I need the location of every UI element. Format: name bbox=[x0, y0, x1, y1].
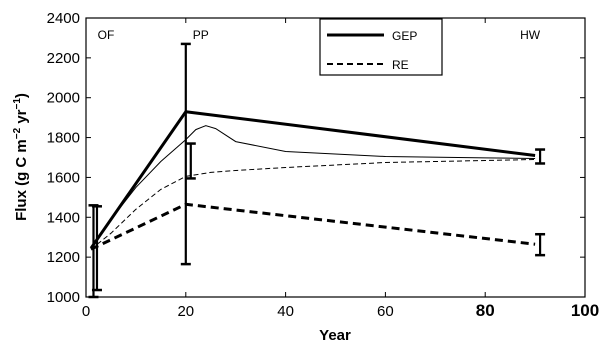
y-tick-label: 1400 bbox=[47, 209, 80, 226]
modeled-re-line bbox=[90, 159, 536, 250]
modeled-gep-line bbox=[90, 125, 536, 249]
y-tick-label: 1200 bbox=[47, 249, 80, 266]
series-line-re bbox=[90, 202, 536, 251]
modeled-lines bbox=[90, 125, 536, 250]
x-axis: 0 20 40 60 80 100 bbox=[82, 18, 599, 320]
y-tick-label: 2200 bbox=[47, 50, 80, 67]
y-tick-label: 2000 bbox=[47, 90, 80, 107]
legend: GEP RE bbox=[319, 18, 443, 76]
plot-area-border bbox=[85, 17, 586, 298]
site-label-of: OF bbox=[98, 28, 115, 42]
series-lines bbox=[89, 110, 536, 251]
legend-label-gep: GEP bbox=[392, 29, 417, 43]
x-axis-title: Year bbox=[319, 327, 351, 343]
site-label-pp: PP bbox=[193, 28, 209, 42]
site-annotations: OF PP HW bbox=[98, 28, 541, 42]
y-tick-label: 1600 bbox=[47, 169, 80, 186]
error-bar bbox=[535, 148, 546, 165]
legend-box bbox=[319, 18, 443, 76]
site-label-hw: HW bbox=[520, 28, 541, 42]
legend-label-re: RE bbox=[392, 58, 409, 72]
x-tick-label: 20 bbox=[177, 303, 194, 320]
y-tick-label: 2400 bbox=[47, 10, 80, 27]
series-line-gep bbox=[89, 110, 536, 250]
y-tick-label: 1800 bbox=[47, 130, 80, 147]
x-tick-label: 80 bbox=[476, 301, 495, 320]
error-bar bbox=[185, 142, 196, 180]
x-tick-label: 0 bbox=[82, 303, 90, 320]
y-axis-title: Flux (g C m−2 yr−1) bbox=[12, 93, 30, 221]
error-bars bbox=[88, 42, 546, 299]
y-tick-label: 1000 bbox=[47, 289, 80, 306]
error-bar bbox=[535, 232, 546, 257]
error-bar bbox=[180, 42, 191, 266]
y-axis: 1000 1200 1400 1600 1800 2000 2200 2400 bbox=[47, 10, 585, 306]
x-tick-label: 100 bbox=[571, 301, 599, 320]
plot-frame bbox=[85, 17, 586, 298]
x-tick-label: 60 bbox=[377, 303, 394, 320]
error-bar bbox=[91, 205, 102, 292]
x-tick-label: 40 bbox=[277, 303, 294, 320]
